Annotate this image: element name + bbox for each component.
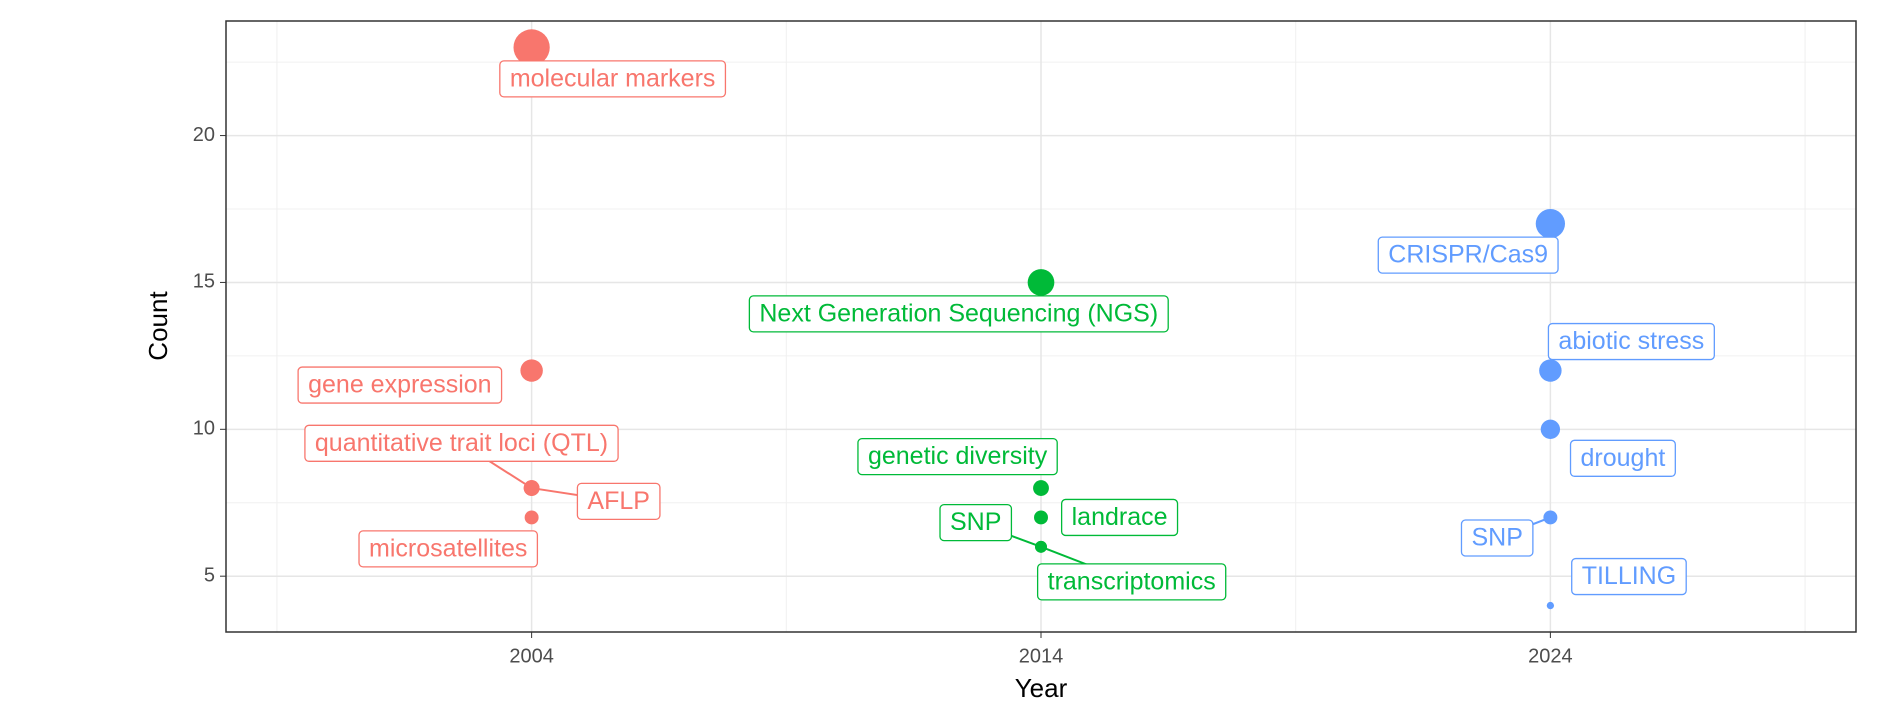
y-tick-label: 5: [204, 564, 215, 586]
label-text: microsatellites: [369, 534, 527, 562]
label-text: abiotic stress: [1558, 327, 1704, 355]
point: [524, 510, 539, 525]
label-box: [1060, 498, 1179, 537]
y-tick-label: 15: [193, 271, 215, 293]
label-box: [358, 530, 539, 568]
data-label: gene expression: [297, 366, 503, 404]
data-label: genetic diversity: [857, 437, 1058, 476]
label-box: [1569, 439, 1676, 477]
data-label: TILLING: [1571, 557, 1687, 596]
label-box: [1377, 236, 1559, 274]
data-label: quantitative trait loci (QTL): [304, 424, 619, 462]
point: [1546, 601, 1555, 610]
label-text: CRISPR/Cas9: [1388, 241, 1548, 269]
label-box: [939, 503, 1013, 542]
label-box: [1036, 563, 1227, 601]
label-box: [1460, 519, 1534, 557]
y-tick-label: 10: [193, 418, 215, 440]
data-label: microsatellites: [358, 530, 539, 568]
point: [1027, 269, 1055, 296]
label-box: [748, 295, 1169, 333]
label-text: AFLP: [587, 487, 650, 515]
x-tick-label: 2014: [1019, 645, 1064, 667]
label-text: quantitative trait loci (QTL): [315, 429, 608, 457]
x-tick-label: 2004: [509, 645, 554, 667]
label-text: landrace: [1072, 503, 1168, 531]
point: [520, 359, 543, 382]
label-text: transcriptomics: [1048, 567, 1216, 595]
label-text: TILLING: [1582, 562, 1676, 590]
label-box: [1547, 322, 1715, 361]
label-text: genetic diversity: [868, 442, 1048, 470]
point: [1539, 359, 1562, 382]
data-label: CRISPR/Cas9: [1377, 236, 1559, 274]
point: [1033, 480, 1049, 496]
label-box: [499, 60, 727, 98]
data-label: AFLP: [576, 482, 661, 521]
label-text: drought: [1581, 444, 1666, 472]
label-text: SNP: [1471, 524, 1522, 552]
label-box: [576, 482, 661, 521]
data-label: landrace: [1060, 498, 1179, 537]
x-axis-title: Year: [1015, 673, 1068, 703]
y-axis-title: Count: [143, 291, 173, 361]
label-box: [1571, 557, 1687, 596]
point: [1034, 510, 1048, 525]
data-label: abiotic stress: [1547, 322, 1715, 361]
point: [1535, 209, 1566, 239]
data-label: SNP: [939, 503, 1013, 542]
label-text: SNP: [950, 508, 1001, 536]
label-box: [857, 437, 1058, 476]
data-label: transcriptomics: [1036, 563, 1227, 601]
label-box: [297, 366, 503, 404]
label-text: Next Generation Sequencing (NGS): [759, 299, 1158, 327]
data-label: drought: [1569, 439, 1676, 477]
label-box: [304, 424, 619, 462]
point: [1540, 419, 1561, 439]
label-text: gene expression: [308, 371, 491, 399]
y-tick-label: 20: [193, 124, 215, 146]
panel-border: [225, 20, 1857, 633]
data-label: SNP: [1460, 519, 1534, 557]
data-label: Next Generation Sequencing (NGS): [748, 295, 1169, 333]
data-label: molecular markers: [499, 60, 727, 98]
x-tick-label: 2024: [1528, 645, 1573, 667]
label-text: molecular markers: [510, 64, 716, 92]
point: [513, 29, 550, 66]
